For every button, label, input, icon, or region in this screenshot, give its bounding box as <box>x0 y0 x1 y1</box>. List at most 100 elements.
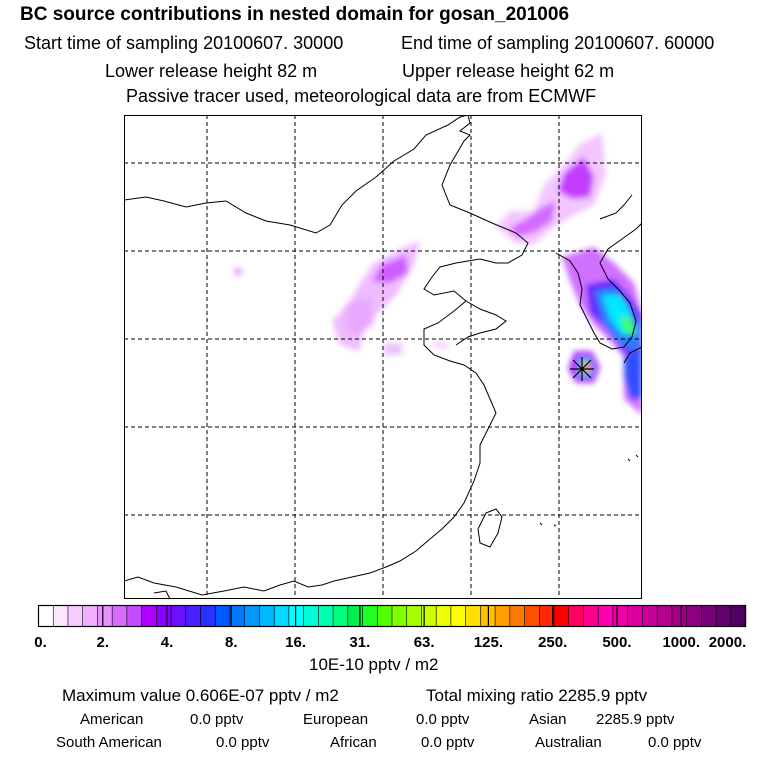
plume-northeast-band <box>510 201 556 237</box>
region-value-asian: 2285.9 pptv <box>596 711 675 728</box>
coast-hainan <box>153 590 171 599</box>
coast-shandong <box>455 300 507 346</box>
colorbar-tick-label: 250. <box>538 634 567 651</box>
colorbar-frame <box>37 604 747 628</box>
colorbar-swatch <box>524 605 540 627</box>
colorbar-swatch <box>52 605 69 627</box>
colorbar-swatch <box>627 605 643 627</box>
border-north <box>124 115 469 234</box>
region-name-south-american: South American <box>56 734 162 751</box>
plume-speck-2 <box>434 341 448 349</box>
island-3 <box>627 458 631 462</box>
start-time-label: Start time of sampling 20100607. 30000 <box>24 33 344 53</box>
lower-release-label: Lower release height 82 m <box>105 61 318 81</box>
colorbar-swatch <box>538 605 555 627</box>
colorbar-swatch <box>494 605 511 627</box>
end-time-label: End time of sampling 20100607. 60000 <box>401 33 715 53</box>
plume-east-edge <box>624 351 642 399</box>
upper-release-label: Upper release height 62 m <box>402 61 615 81</box>
colorbar-swatch <box>583 605 599 627</box>
colorbar-swatch <box>259 605 275 627</box>
colorbar-swatch <box>288 605 305 627</box>
colorbar-tick-label: 2000. <box>709 634 747 651</box>
colorbar-swatch <box>612 605 629 627</box>
region-name-australian: Australian <box>535 734 602 751</box>
coast-bohai <box>333 258 497 582</box>
colorbar-swatch <box>97 605 113 627</box>
colorbar-swatch <box>656 605 673 627</box>
colorbar-tick-label: 0. <box>34 634 47 651</box>
colorbar-swatch <box>185 605 202 627</box>
colorbar-swatch <box>200 605 216 627</box>
colorbar-swatch <box>671 605 688 627</box>
plume-korea-green <box>620 315 636 335</box>
colorbar-swatch <box>450 605 467 627</box>
colorbar-swatch <box>156 605 172 627</box>
colorbar-swatch <box>318 605 334 627</box>
colorbar-swatch <box>332 605 349 627</box>
receptor-marker <box>570 357 594 381</box>
region-name-asian: Asian <box>529 711 567 728</box>
border-southwest <box>124 576 335 596</box>
colorbar-swatch <box>553 605 570 627</box>
colorbar-tick-label: 8. <box>225 634 238 651</box>
region-value-african: 0.0 pptv <box>421 734 475 751</box>
max-value-label: Maximum value 0.606E-07 pptv / m2 <box>62 686 339 705</box>
colorbar-swatch <box>244 605 261 627</box>
colorbar-tick-label: 2. <box>97 634 110 651</box>
colorbar-tick-label: 500. <box>602 634 631 651</box>
colorbar-swatch <box>376 605 393 627</box>
island-1 <box>539 522 543 526</box>
colorbar-swatch <box>362 605 378 627</box>
colorbar-swatch <box>303 605 319 627</box>
colorbar-swatch <box>126 605 143 627</box>
colorbar-swatch <box>38 605 54 627</box>
plume-central-core <box>372 255 408 283</box>
region-name-african: African <box>330 734 377 751</box>
colorbar-tick-label: 1000. <box>662 634 700 651</box>
colorbar-swatch <box>141 605 157 627</box>
colorbar-swatch <box>730 605 747 627</box>
colorbar-tick-label: 125. <box>474 634 503 651</box>
region-value-american: 0.0 pptv <box>190 711 244 728</box>
total-mixing-label: Total mixing ratio 2285.9 pptv <box>426 686 648 705</box>
plume-speck <box>234 268 242 275</box>
lat-lon-grid <box>124 115 642 599</box>
colorbar-swatch <box>568 605 585 627</box>
colorbar-swatches <box>38 605 747 627</box>
colorbar-unit-label: 10E-10 pptv / m2 <box>309 655 439 674</box>
region-value-australian: 0.0 pptv <box>648 734 702 751</box>
colorbar-swatch <box>391 605 408 627</box>
region-name-american: American <box>80 711 144 728</box>
colorbar-swatch <box>214 605 231 627</box>
border-amur <box>459 115 471 142</box>
chart-title: BC source contributions in nested domain… <box>20 4 570 25</box>
colorbar-swatch <box>509 605 526 627</box>
border-northeast <box>441 140 529 264</box>
colorbar-ticks: 0. 2. 4. 8. 16. 31. 63. 125. 250. 500. 1000. 2000. <box>34 605 747 651</box>
island-2 <box>553 524 557 527</box>
colorbar-swatch <box>273 605 290 627</box>
colorbar-swatch <box>642 605 658 627</box>
concentration-field <box>234 133 642 415</box>
colorbar-swatch <box>597 605 614 627</box>
colorbar: 0. 2. 4. 8. 16. 31. 63. 125. 250. 500. 1000. 2000. <box>34 604 747 651</box>
coast-japan <box>623 346 642 364</box>
colorbar-tick-label: 31. <box>349 634 370 651</box>
colorbar-swatch <box>701 605 717 627</box>
region-value-south-american: 0.0 pptv <box>216 734 270 751</box>
colorbar-tick-label: 63. <box>414 634 435 651</box>
colorbar-tick-label: 4. <box>161 634 174 651</box>
colorbar-tick-label: 16. <box>285 634 306 651</box>
coast-taiwan <box>477 508 503 548</box>
colorbar-swatch <box>686 605 702 627</box>
island-4 <box>635 454 639 458</box>
colorbar-swatch <box>435 605 452 627</box>
colorbar-swatch <box>715 605 732 627</box>
region-value-european: 0.0 pptv <box>416 711 470 728</box>
colorbar-swatch <box>67 605 84 627</box>
map-plot <box>124 115 642 599</box>
colorbar-swatch <box>465 605 481 627</box>
region-name-european: European <box>303 711 369 728</box>
plume-central-lower <box>344 297 374 337</box>
